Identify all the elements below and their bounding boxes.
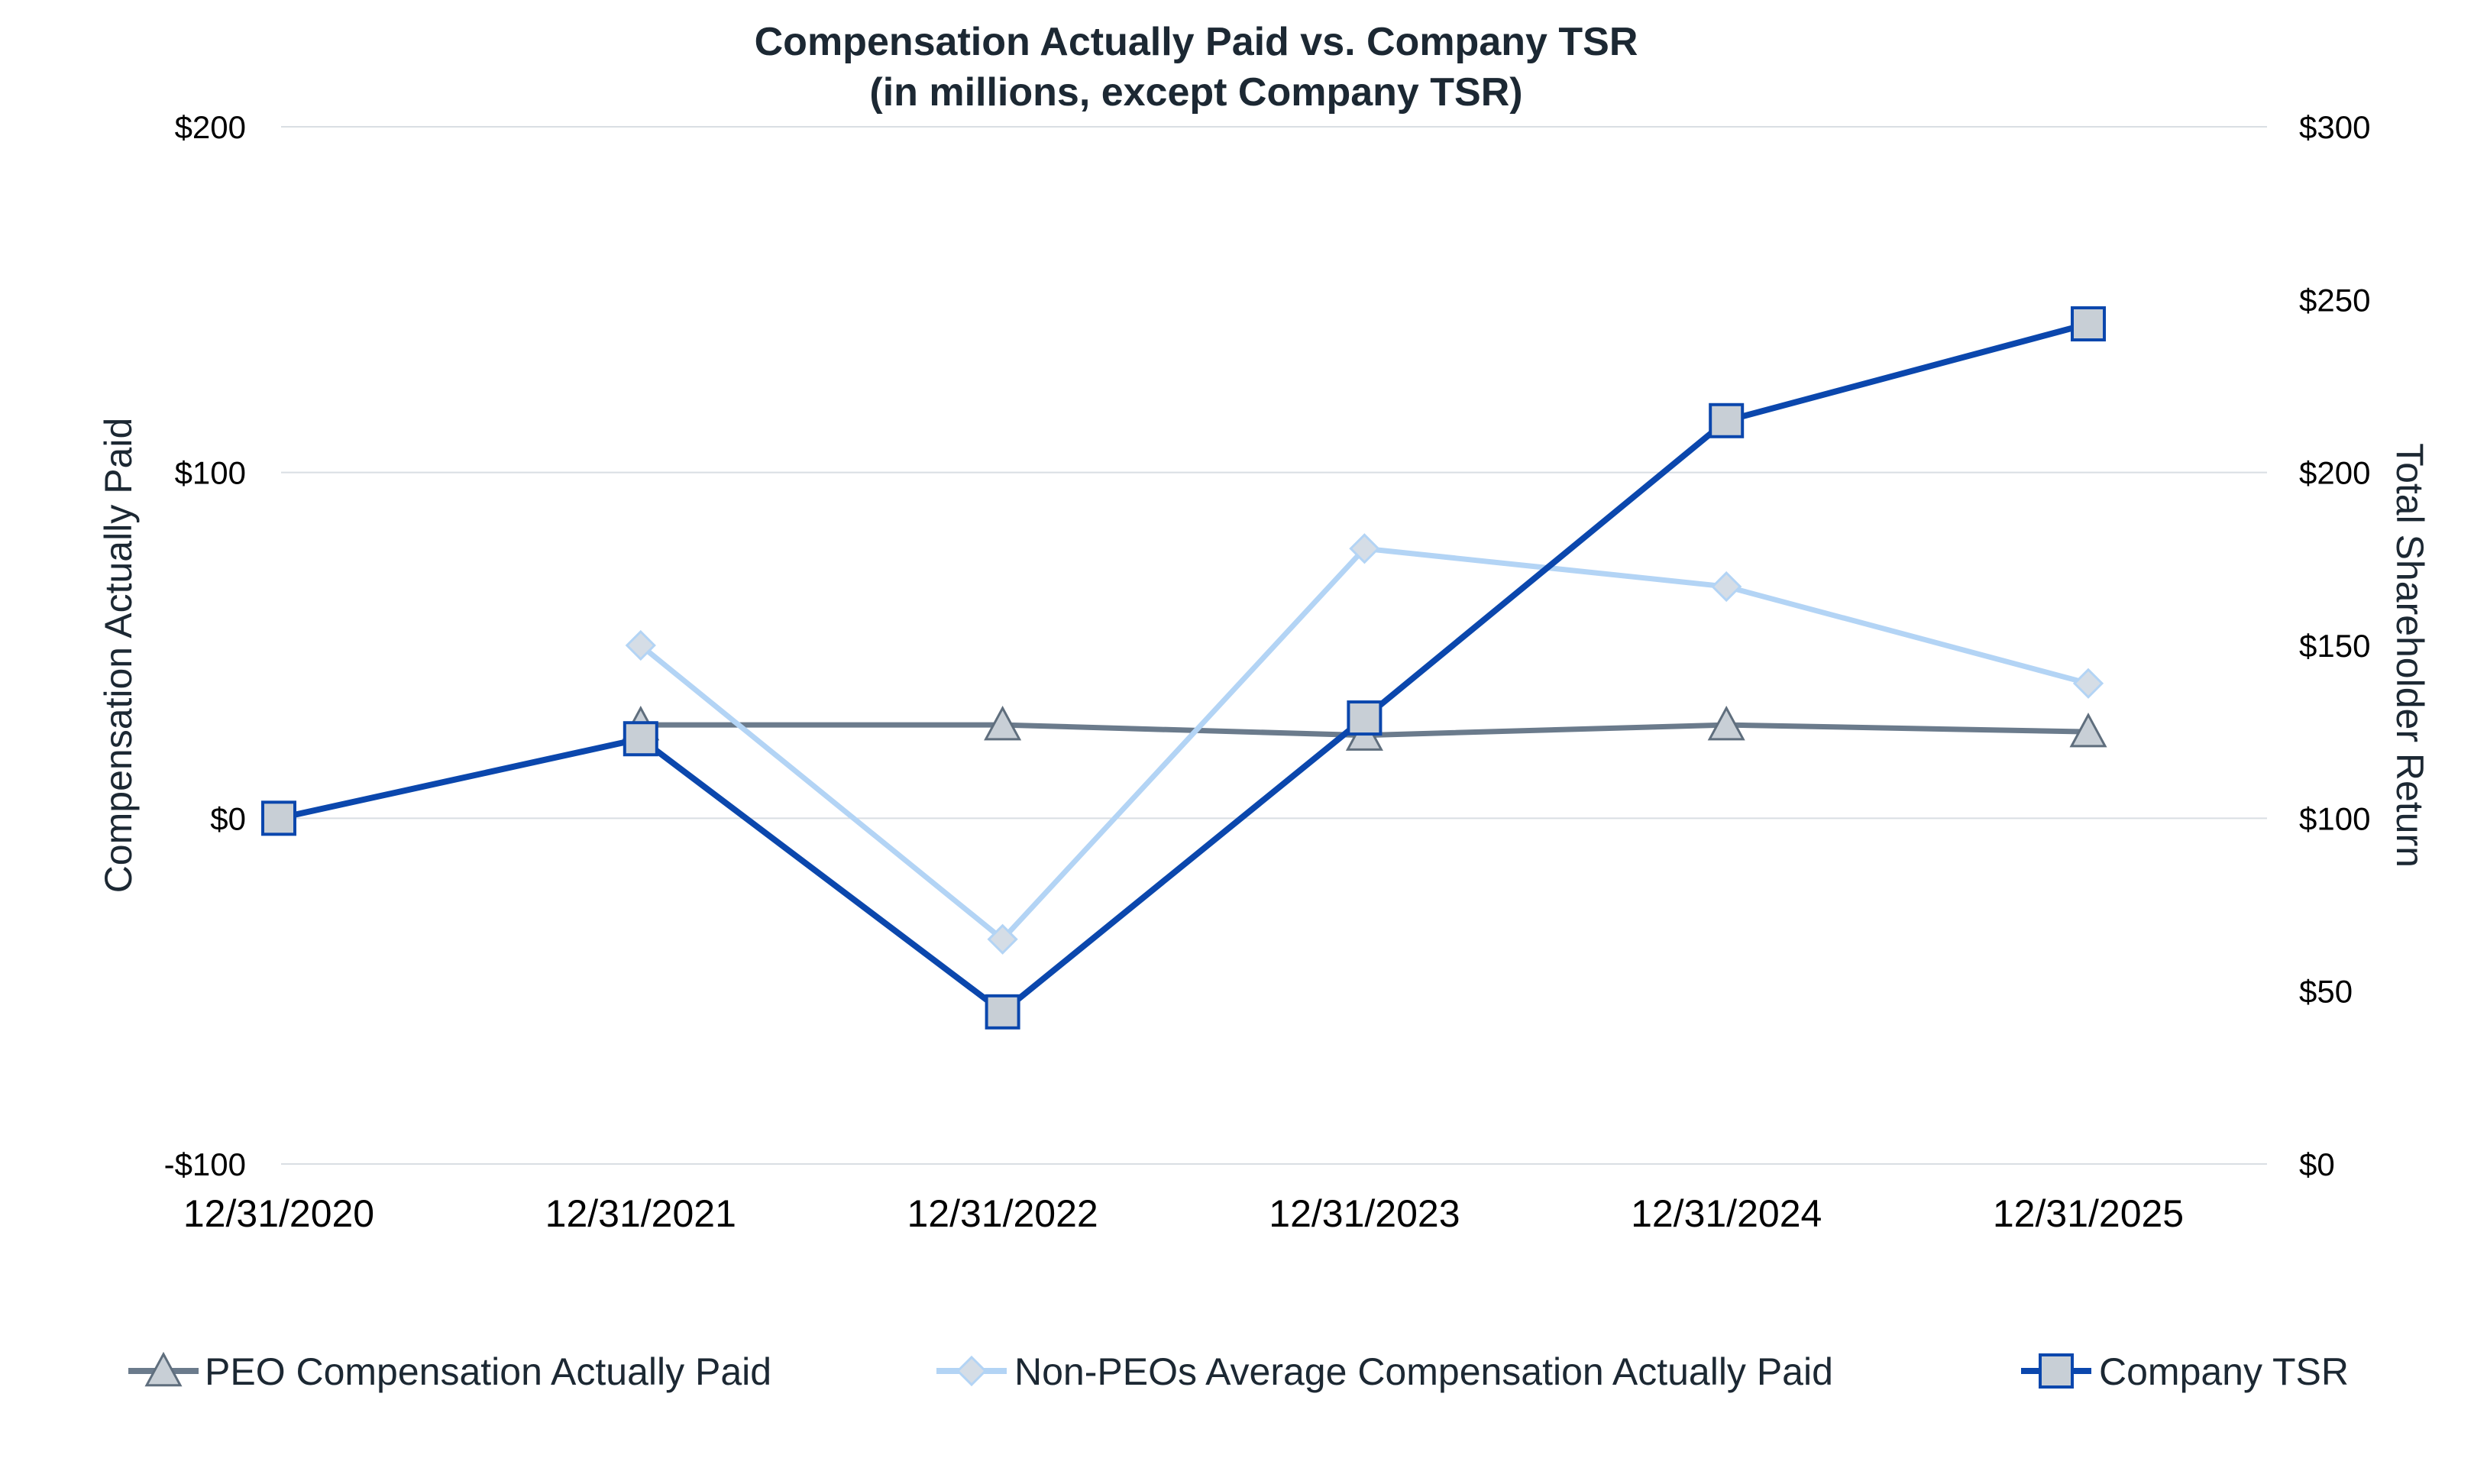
right-tick-label: $250 [2299,282,2370,318]
legend-label: Company TSR [2099,1350,2349,1393]
data-point [987,923,1018,955]
right-tick-label: $50 [2299,974,2353,1010]
series-layer [261,306,2107,1030]
x-tick-label: 12/31/2020 [183,1192,374,1235]
gridlines [281,126,2267,1165]
x-tick-label: 12/31/2024 [1631,1192,1822,1235]
data-point [1347,700,1383,736]
chart-subtitle: (in millions, except Company TSR) [869,70,1522,115]
legend-label: PEO Compensation Actually Paid [205,1350,771,1393]
data-point [1711,571,1742,603]
x-axis-ticks: 12/31/2020 12/31/2021 12/31/2022 12/31/2023… [183,1192,2184,1235]
legend: PEO Compensation Actually Paid Non-PEOs A… [128,1350,2349,1393]
data-point [984,705,1022,741]
right-tick-label: $0 [2299,1146,2335,1182]
right-tick-label: $150 [2299,628,2370,664]
legend-label: Non-PEOs Average Compensation Actually P… [1014,1350,1833,1393]
legend-item: PEO Compensation Actually Paid [128,1350,771,1393]
right-tick-label: $200 [2299,455,2370,491]
data-point [1349,533,1380,564]
left-tick-label: $100 [175,455,246,491]
data-point [2072,668,2104,699]
legend-swatch-marker [144,1351,183,1387]
x-tick-label: 12/31/2022 [907,1192,1098,1235]
data-point [1707,705,1745,741]
data-point [985,994,1020,1030]
right-axis-label: Total Shareholder Return [2388,443,2431,868]
right-tick-label: $100 [2299,800,2370,836]
left-tick-label: -$100 [164,1146,246,1182]
left-axis-ticks: -$100 $0 $100 $200 [164,109,246,1182]
data-point [2069,713,2107,748]
data-point [625,629,656,661]
legend-item: Company TSR [2021,1350,2349,1393]
right-axis-ticks: $0 $50 $100 $150 $200 $250 $300 [2299,109,2370,1182]
series-diamond [625,533,2104,955]
right-tick-label: $300 [2299,109,2370,145]
series-line [278,321,2090,1015]
legend-swatch-marker [956,1355,988,1387]
data-point [2071,306,2106,342]
left-tick-label: $200 [175,109,246,145]
data-point [261,800,296,836]
data-point [623,721,658,757]
x-tick-label: 12/31/2021 [545,1192,736,1235]
left-axis-label: Compensation Actually Paid [97,418,140,894]
data-point [1709,403,1745,438]
x-tick-label: 12/31/2025 [1993,1192,2184,1235]
x-tick-label: 12/31/2023 [1269,1192,1460,1235]
legend-item: Non-PEOs Average Compensation Actually P… [936,1350,1833,1393]
legend-swatch-marker [2039,1353,2074,1389]
series-square [261,306,2106,1030]
left-tick-label: $0 [210,800,246,836]
chart-title: Compensation Actually Paid vs. Company T… [755,20,1638,64]
